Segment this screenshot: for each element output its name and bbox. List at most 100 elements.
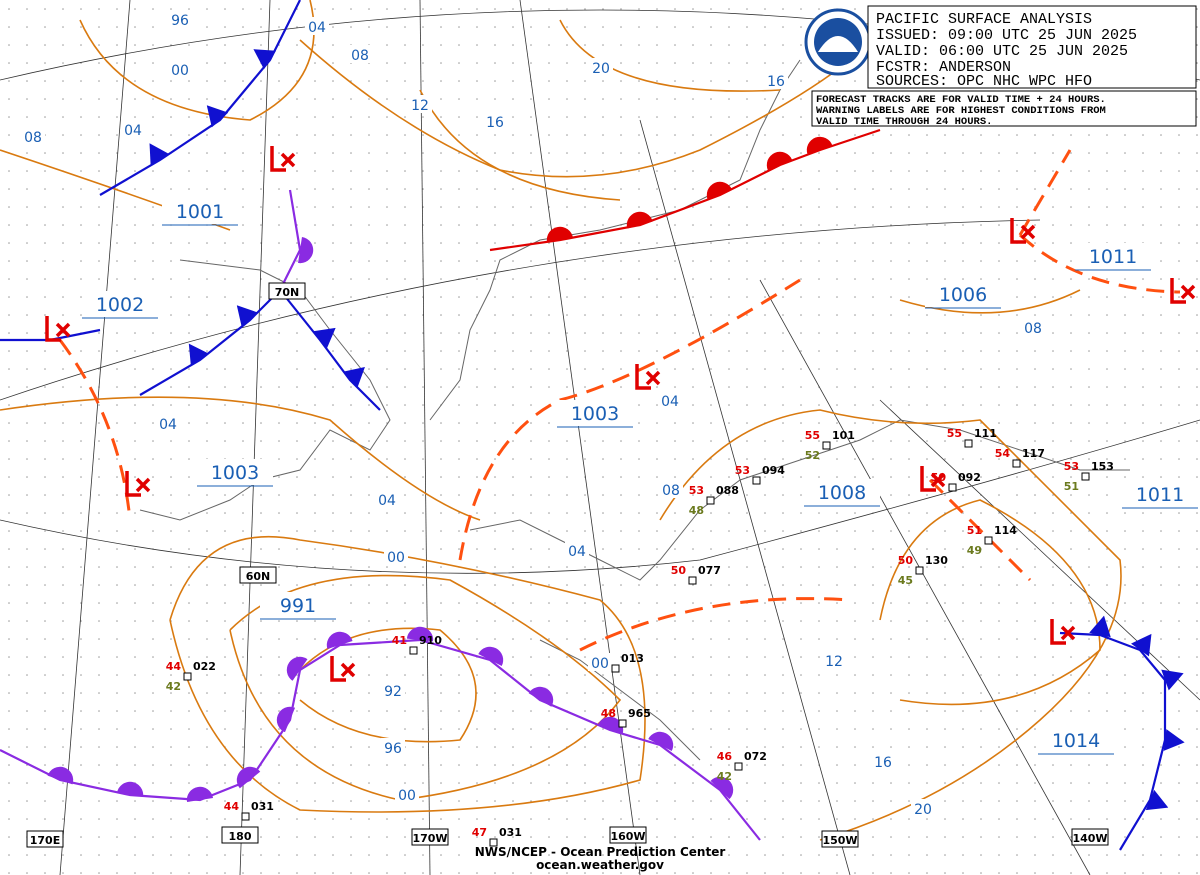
forecaster: FCSTR: ANDERSON bbox=[876, 59, 1011, 76]
label-bg bbox=[408, 95, 432, 113]
station-pressure: 153 bbox=[1091, 460, 1114, 473]
station-pressure: 101 bbox=[832, 429, 855, 442]
label-bg bbox=[384, 547, 408, 565]
station-symbol bbox=[241, 812, 250, 821]
isobar-label: 04 bbox=[568, 544, 586, 560]
station-temp: 50 bbox=[898, 554, 914, 567]
station-temp: 53 bbox=[689, 484, 704, 497]
label-bg bbox=[871, 752, 895, 770]
grid-label-box bbox=[221, 826, 259, 844]
station-temp: 44 bbox=[166, 660, 182, 673]
station-symbol bbox=[915, 566, 924, 575]
label-bg bbox=[804, 479, 880, 505]
isobar-label: 04 bbox=[661, 394, 679, 410]
station-pressure: 114 bbox=[994, 524, 1017, 537]
station-temp: 54 bbox=[995, 447, 1011, 460]
low-symbol bbox=[330, 656, 356, 682]
station-temp: 44 bbox=[224, 800, 240, 813]
station-symbol bbox=[752, 476, 761, 485]
station-symbol bbox=[688, 576, 697, 585]
station-symbol bbox=[984, 536, 993, 545]
isobar-label: 96 bbox=[171, 13, 189, 29]
label-bg bbox=[381, 738, 405, 756]
pressure-center: 1003 bbox=[211, 462, 259, 484]
label-bg bbox=[395, 785, 419, 803]
pressure-center: 1011 bbox=[1136, 484, 1184, 506]
label-bg bbox=[1122, 481, 1198, 507]
pressure-center: 1006 bbox=[939, 284, 987, 306]
station-dew: 42 bbox=[166, 680, 181, 693]
isobar-label: 00 bbox=[591, 656, 609, 672]
label-bg bbox=[260, 592, 336, 618]
isobar-label: 16 bbox=[767, 74, 785, 90]
station-pressure: 072 bbox=[744, 750, 767, 763]
station-pressure: 088 bbox=[716, 484, 739, 497]
isobar-label: 20 bbox=[914, 802, 932, 818]
station-dew: 42 bbox=[717, 770, 732, 783]
warning-box bbox=[811, 90, 1197, 127]
station-pressure: 031 bbox=[499, 826, 522, 839]
low-symbol bbox=[1170, 278, 1196, 304]
isobar-label: 16 bbox=[874, 755, 892, 771]
label-bg bbox=[565, 541, 589, 559]
isobar-label: 08 bbox=[662, 483, 680, 499]
grid-label: 150W bbox=[822, 834, 857, 847]
isobar-label: 00 bbox=[398, 788, 416, 804]
label-bg bbox=[1075, 243, 1151, 269]
isobar-label: 08 bbox=[351, 48, 369, 64]
pressure-center: 1003 bbox=[571, 403, 619, 425]
station-symbol bbox=[409, 646, 418, 655]
grid-label: 70N bbox=[275, 286, 300, 299]
station-dew: 45 bbox=[898, 574, 913, 587]
label-bg bbox=[21, 127, 45, 145]
label-bg bbox=[82, 291, 158, 317]
station-pressure: 094 bbox=[762, 464, 785, 477]
isobar-label: 04 bbox=[124, 123, 142, 139]
station-temp: 48 bbox=[601, 707, 616, 720]
low-symbol bbox=[635, 364, 661, 390]
pressure-center: 1002 bbox=[96, 294, 144, 316]
label-bg bbox=[1038, 727, 1114, 753]
isobar-label: 00 bbox=[171, 63, 189, 79]
station-temp: 47 bbox=[472, 826, 487, 839]
grid-label: 160W bbox=[610, 830, 645, 843]
grid-label-box bbox=[268, 282, 306, 300]
low-symbol bbox=[1010, 218, 1036, 244]
grid-label-box bbox=[609, 826, 647, 844]
station-pressure: 965 bbox=[628, 707, 651, 720]
warning-line: FORECAST TRACKS ARE FOR VALID TIME + 24 … bbox=[816, 94, 1106, 106]
grid-label-box bbox=[1071, 828, 1109, 846]
low-symbol bbox=[920, 466, 946, 492]
station-temp: 51 bbox=[967, 524, 982, 537]
grid-label-box bbox=[411, 828, 449, 846]
isobar-label: 16 bbox=[486, 115, 504, 131]
station-temp: 53 bbox=[1064, 460, 1079, 473]
valid: VALID: 06:00 UTC 25 JUN 2025 bbox=[876, 43, 1128, 60]
label-bg bbox=[658, 391, 682, 409]
station-pressure: 130 bbox=[925, 554, 948, 567]
station-symbol bbox=[489, 838, 498, 847]
label-bg bbox=[659, 480, 683, 498]
label-bg bbox=[822, 651, 846, 669]
station-symbol bbox=[611, 664, 620, 673]
label-bg bbox=[589, 58, 613, 76]
title: PACIFIC SURFACE ANALYSIS bbox=[876, 11, 1092, 28]
label-bg bbox=[168, 10, 192, 28]
label-bg bbox=[168, 60, 192, 78]
isobar-label: 12 bbox=[411, 98, 429, 114]
station-symbol bbox=[734, 762, 743, 771]
station-symbol bbox=[964, 439, 973, 448]
isobar-label: 12 bbox=[825, 654, 843, 670]
label-bg bbox=[764, 71, 788, 89]
station-pressure: 117 bbox=[1022, 447, 1045, 460]
isobar-label: 04 bbox=[378, 493, 396, 509]
station-pressure: 111 bbox=[974, 427, 997, 440]
station-pressure: 910 bbox=[419, 634, 442, 647]
station-pressure: 092 bbox=[958, 471, 981, 484]
station-symbol bbox=[822, 441, 831, 450]
label-bg bbox=[348, 45, 372, 63]
station-temp: 50 bbox=[671, 564, 687, 577]
label-bg bbox=[557, 400, 633, 426]
station-temp: 46 bbox=[717, 750, 733, 763]
grid-label: 180 bbox=[229, 830, 252, 843]
